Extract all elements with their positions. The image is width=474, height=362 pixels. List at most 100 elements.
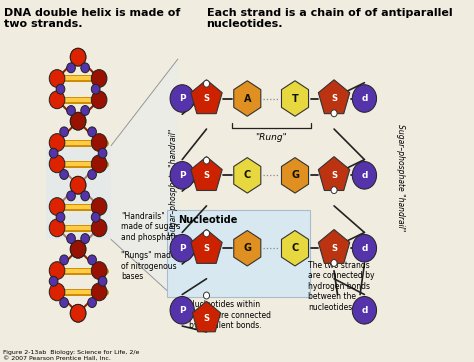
Circle shape (70, 240, 86, 258)
Polygon shape (191, 157, 222, 190)
Text: C: C (244, 171, 251, 180)
Circle shape (56, 212, 65, 222)
Polygon shape (191, 230, 222, 264)
Text: S: S (203, 244, 210, 253)
Circle shape (91, 212, 100, 222)
Circle shape (70, 240, 86, 258)
Circle shape (352, 235, 376, 262)
Text: d: d (361, 306, 368, 315)
Text: S: S (331, 94, 337, 103)
Circle shape (91, 198, 107, 215)
Text: C: C (292, 243, 299, 253)
Circle shape (170, 235, 194, 262)
Circle shape (170, 161, 194, 189)
Polygon shape (282, 81, 309, 116)
Polygon shape (319, 157, 350, 190)
Text: S: S (203, 94, 210, 103)
Text: G: G (291, 171, 299, 180)
Text: Sugar–phosphate "handrail": Sugar–phosphate "handrail" (169, 129, 178, 236)
Circle shape (67, 191, 75, 201)
Circle shape (91, 84, 100, 94)
Circle shape (70, 48, 86, 66)
Circle shape (88, 169, 96, 180)
Circle shape (67, 233, 75, 244)
Circle shape (331, 187, 337, 194)
Circle shape (81, 233, 90, 244)
Circle shape (70, 304, 86, 322)
Polygon shape (191, 80, 222, 114)
Circle shape (49, 70, 65, 87)
Circle shape (60, 255, 68, 265)
Circle shape (49, 283, 65, 301)
Circle shape (91, 219, 107, 237)
Text: A: A (244, 93, 251, 104)
Polygon shape (319, 230, 350, 264)
Circle shape (88, 298, 96, 307)
Text: d: d (361, 94, 368, 103)
Circle shape (60, 169, 68, 180)
Text: DNA double helix is made of
two strands.: DNA double helix is made of two strands. (4, 8, 181, 29)
Text: P: P (179, 171, 185, 180)
Text: P: P (179, 244, 185, 253)
Circle shape (91, 262, 107, 279)
Text: "Rung": "Rung" (255, 133, 287, 142)
Circle shape (81, 191, 90, 201)
Circle shape (88, 127, 96, 137)
Circle shape (331, 260, 337, 266)
Text: d: d (361, 244, 368, 253)
Circle shape (203, 292, 210, 299)
Text: Nucleotide: Nucleotide (178, 215, 237, 225)
Polygon shape (282, 157, 309, 193)
Circle shape (60, 127, 68, 137)
Circle shape (91, 70, 107, 87)
Text: "Rungs" made
of nitrogenous
bases: "Rungs" made of nitrogenous bases (121, 251, 177, 281)
Polygon shape (319, 80, 350, 114)
Circle shape (70, 176, 86, 194)
Text: d: d (361, 171, 368, 180)
Circle shape (70, 48, 86, 66)
Circle shape (203, 157, 210, 164)
Text: S: S (331, 171, 337, 180)
Circle shape (203, 230, 210, 237)
Text: Figure 2-13ab  Biology: Science for Life, 2/e
© 2007 Pearson Prentice Hall, Inc.: Figure 2-13ab Biology: Science for Life,… (2, 350, 139, 361)
Circle shape (49, 148, 58, 158)
Text: G: G (243, 243, 251, 253)
Circle shape (49, 276, 58, 286)
Circle shape (170, 85, 194, 112)
Circle shape (49, 198, 65, 215)
Circle shape (352, 161, 376, 189)
Text: S: S (203, 313, 210, 323)
Circle shape (49, 262, 65, 279)
Polygon shape (192, 301, 220, 332)
Text: Sugar–phosphate "handrail": Sugar–phosphate "handrail" (396, 123, 405, 231)
Circle shape (60, 298, 68, 307)
Circle shape (70, 112, 86, 130)
Circle shape (88, 255, 96, 265)
Polygon shape (234, 157, 261, 193)
Circle shape (49, 219, 65, 237)
Circle shape (81, 106, 90, 115)
Text: P: P (179, 94, 185, 103)
Circle shape (70, 304, 86, 322)
Text: T: T (292, 93, 298, 104)
Circle shape (91, 91, 107, 109)
Circle shape (203, 80, 210, 87)
Circle shape (56, 84, 65, 94)
Circle shape (98, 148, 107, 158)
Circle shape (91, 155, 107, 173)
Circle shape (49, 155, 65, 173)
FancyBboxPatch shape (46, 146, 111, 239)
Circle shape (49, 134, 65, 151)
Circle shape (352, 296, 376, 324)
Circle shape (91, 134, 107, 151)
Polygon shape (234, 231, 261, 266)
Text: Each strand is a chain of of antiparallel
nucleotides.: Each strand is a chain of of antiparalle… (207, 8, 452, 29)
Circle shape (170, 296, 194, 324)
Circle shape (49, 91, 65, 109)
Circle shape (98, 276, 107, 286)
Text: S: S (331, 244, 337, 253)
Circle shape (67, 106, 75, 115)
Text: P: P (179, 306, 185, 315)
Text: Nucleotides within
strand are connected
by covalent bonds.: Nucleotides within strand are connected … (189, 300, 271, 330)
Circle shape (352, 85, 376, 112)
